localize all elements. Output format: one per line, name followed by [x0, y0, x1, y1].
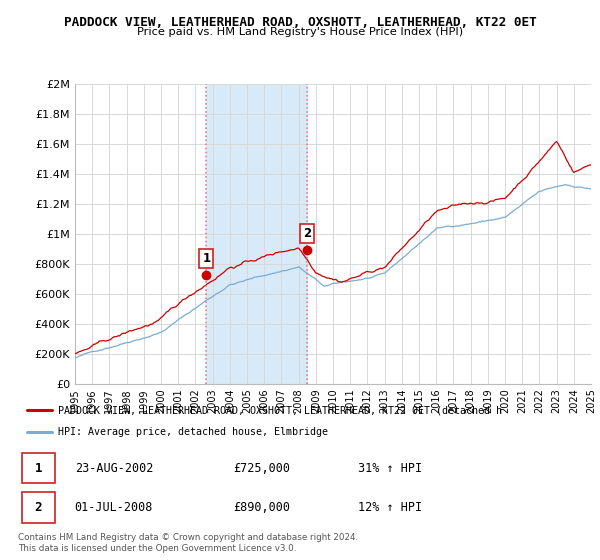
Text: Price paid vs. HM Land Registry's House Price Index (HPI): Price paid vs. HM Land Registry's House …: [137, 27, 463, 37]
Text: £725,000: £725,000: [233, 461, 290, 474]
Text: 31% ↑ HPI: 31% ↑ HPI: [358, 461, 422, 474]
FancyBboxPatch shape: [22, 492, 55, 522]
Text: PADDOCK VIEW, LEATHERHEAD ROAD, OXSHOTT, LEATHERHEAD, KT22 0ET: PADDOCK VIEW, LEATHERHEAD ROAD, OXSHOTT,…: [64, 16, 536, 29]
Text: 2: 2: [35, 501, 42, 514]
Text: 23-AUG-2002: 23-AUG-2002: [75, 461, 153, 474]
Text: PADDOCK VIEW, LEATHERHEAD ROAD, OXSHOTT, LEATHERHEAD, KT22 0ET (detached h: PADDOCK VIEW, LEATHERHEAD ROAD, OXSHOTT,…: [58, 405, 502, 416]
Text: HPI: Average price, detached house, Elmbridge: HPI: Average price, detached house, Elmb…: [58, 427, 328, 437]
FancyBboxPatch shape: [22, 452, 55, 483]
Bar: [206, 84, 307, 384]
Text: £890,000: £890,000: [233, 501, 290, 514]
Text: 1: 1: [35, 461, 42, 474]
Text: 12% ↑ HPI: 12% ↑ HPI: [358, 501, 422, 514]
Text: 01-JUL-2008: 01-JUL-2008: [75, 501, 153, 514]
Text: 1: 1: [202, 252, 211, 265]
Text: Contains HM Land Registry data © Crown copyright and database right 2024.
This d: Contains HM Land Registry data © Crown c…: [18, 533, 358, 553]
Text: 2: 2: [303, 227, 311, 240]
